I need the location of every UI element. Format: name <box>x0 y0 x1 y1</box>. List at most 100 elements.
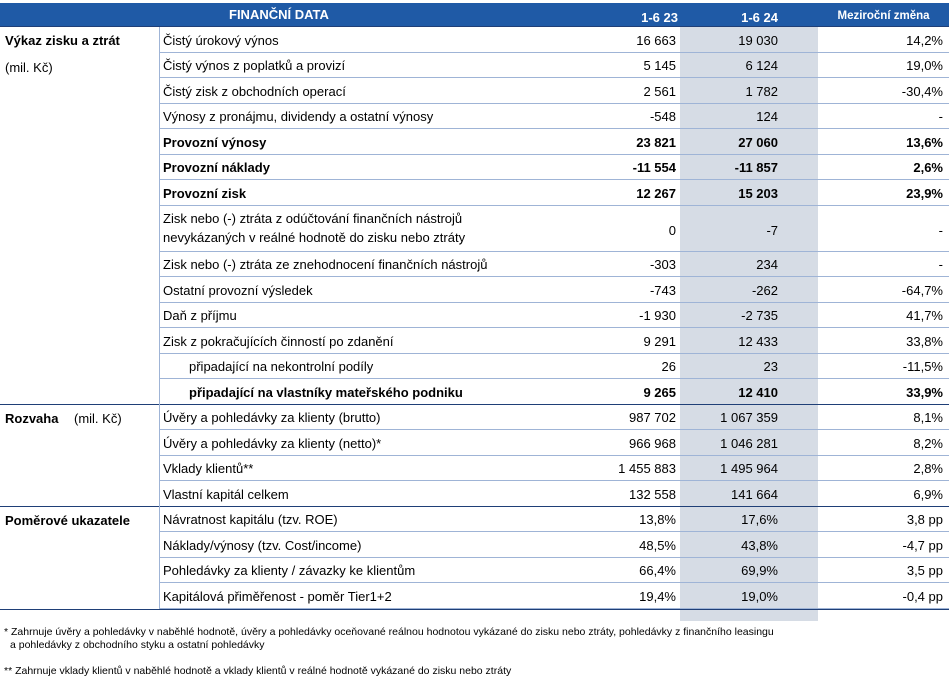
row-label: Ostatní provozní výsledek <box>163 282 313 298</box>
value-change: - <box>938 257 943 273</box>
value-2023: -303 <box>649 257 676 273</box>
value-2024: -2 735 <box>741 308 778 324</box>
row-label: Zisk z pokračujících činností po zdanění <box>163 333 394 349</box>
value-2023: 16 663 <box>636 32 676 48</box>
row-label: Náklady/výnosy (tzv. Cost/income) <box>163 537 362 553</box>
row-label: Provozní náklady <box>163 160 270 176</box>
row-label: Daň z příjmu <box>163 308 237 324</box>
footnote-2: ** Zahrnuje vklady klientů v naběhlé hod… <box>4 665 512 677</box>
column-header-change: Meziroční změna <box>837 10 930 22</box>
row-divider <box>159 607 949 609</box>
value-2023: 0 <box>668 222 676 238</box>
row-label: Kapitálová přiměřenost - poměr Tier1+2 <box>163 588 392 604</box>
value-change: 33,8% <box>906 333 943 349</box>
value-2023: 13,8% <box>639 512 676 528</box>
value-2024: 27 060 <box>738 134 778 150</box>
value-2023: 987 702 <box>629 410 676 426</box>
section-title-balance: Rozvaha <box>5 410 59 426</box>
value-change: -11,5% <box>902 359 943 375</box>
value-change: 13,6% <box>906 134 943 150</box>
value-2023: 132 558 <box>629 486 676 502</box>
row-label: Výnosy z pronájmu, dividendy a ostatní v… <box>163 109 434 125</box>
value-2024: -11 857 <box>734 160 778 176</box>
row-label: Vlastní kapitál celkem <box>163 486 289 502</box>
row-label: Čistý výnos z poplatků a provizí <box>163 58 346 74</box>
value-change: -0,4 pp <box>902 588 943 604</box>
header-bar <box>0 3 949 27</box>
row-divider <box>159 204 949 206</box>
value-2023: 2 561 <box>643 83 676 99</box>
value-2024: 23 <box>763 359 778 375</box>
row-divider <box>159 250 949 252</box>
value-2023: 5 145 <box>643 58 676 74</box>
value-2024: 1 067 359 <box>720 410 778 426</box>
row-divider <box>159 301 949 303</box>
value-2024: 124 <box>756 109 778 125</box>
row-divider <box>159 51 949 53</box>
row-divider <box>159 327 949 328</box>
value-change: - <box>938 109 943 125</box>
column-header-2023: 1-6 23 <box>641 10 678 25</box>
value-2023: 19,4% <box>639 588 676 604</box>
value-2024: 234 <box>756 257 778 273</box>
footnote-1: * Zahrnuje úvěry a pohledávky v naběhlé … <box>4 626 774 652</box>
value-change: 3,8 pp <box>906 512 943 528</box>
row-label: Čistý úrokový výnos <box>163 32 279 48</box>
value-2024: -262 <box>751 282 778 298</box>
value-change: 8,2% <box>913 435 943 451</box>
row-divider <box>159 102 949 104</box>
row-divider <box>159 480 949 481</box>
value-change: 2,8% <box>913 461 943 477</box>
value-2024: 1 495 964 <box>720 461 778 477</box>
value-change: -30,4% <box>901 83 943 99</box>
row-label: Úvěry a pohledávky za klienty (netto)* <box>163 435 382 451</box>
value-2024: 141 664 <box>731 486 778 502</box>
row-divider <box>159 276 949 277</box>
row-label: Návratnost kapitálu (tzv. ROE) <box>163 512 338 528</box>
value-2024: 17,6% <box>741 512 778 528</box>
row-label-line2: nevykázaných v reálné hodnotě do zisku n… <box>163 229 466 245</box>
value-2023: -743 <box>649 282 676 298</box>
table-grid: FINANČNÍ DATA 1-6 23 1-6 24 Meziroční změna… <box>0 3 949 621</box>
value-2023: 66,4% <box>639 563 676 579</box>
value-change: -4,7 pp <box>902 537 943 553</box>
value-2024: 43,8% <box>741 537 778 553</box>
row-divider <box>159 582 949 583</box>
value-2024: 19 030 <box>738 32 778 48</box>
value-2024: 1 782 <box>745 83 778 99</box>
value-change: -64,7% <box>901 282 943 298</box>
row-label: připadající na nekontrolní podíly <box>189 359 374 375</box>
value-change: 3,5 pp <box>906 563 943 579</box>
section-unit-income: (mil. Kč) <box>5 60 53 75</box>
row-divider <box>159 352 949 354</box>
highlight-column <box>680 27 818 621</box>
value-change: 33,9% <box>906 384 943 400</box>
value-change: 2,6% <box>913 160 943 176</box>
value-2024: 1 046 281 <box>720 435 778 451</box>
value-2023: 966 968 <box>629 435 676 451</box>
value-2023: 48,5% <box>639 537 676 553</box>
row-label-line1: Zisk nebo (-) ztráta z odúčtování finanč… <box>163 210 463 226</box>
section-divider <box>0 26 949 27</box>
value-2024: 19,0% <box>741 588 778 604</box>
footnote-1-line1: * Zahrnuje úvěry a pohledávky v naběhlé … <box>4 626 774 638</box>
footnote-1-line2: a pohledávky z obchodního styku a ostatn… <box>10 639 265 651</box>
row-label: Vklady klientů** <box>163 461 254 477</box>
value-2023: -1 930 <box>639 308 676 324</box>
row-divider <box>159 454 949 456</box>
section-title-ratios: Poměrové ukazatele <box>5 512 131 528</box>
value-2023: 9 265 <box>643 384 676 400</box>
table-bottom-line <box>0 608 949 610</box>
value-change: 14,2% <box>906 32 943 48</box>
row-label: Provozní zisk <box>163 185 247 201</box>
label-column-border <box>159 27 160 609</box>
value-2024: -7 <box>766 222 778 238</box>
row-divider <box>159 179 949 180</box>
section-unit-balance: (mil. Kč) <box>74 410 122 426</box>
value-2024: 15 203 <box>738 185 778 201</box>
row-label: Zisk nebo (-) ztráta ze znehodnocení fin… <box>163 257 488 273</box>
value-2024: 69,9% <box>741 563 778 579</box>
row-divider <box>159 531 949 532</box>
value-change: 8,1% <box>913 410 943 426</box>
value-2023: 9 291 <box>643 333 676 349</box>
